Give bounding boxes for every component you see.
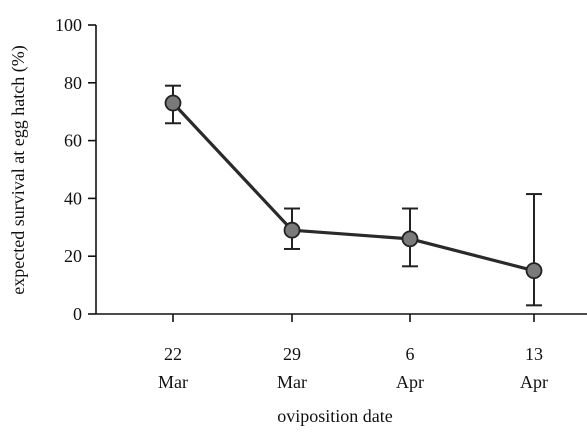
y-ticks: 0 20 40 60 80 100 [55, 15, 96, 324]
data-point [283, 221, 301, 239]
data-point [164, 94, 182, 112]
x-tick-month-label: Apr [520, 372, 548, 392]
x-tick-day-label: 22 [164, 344, 182, 364]
data-point [525, 262, 543, 280]
data-points [164, 94, 543, 280]
x-axis-title: oviposition date [277, 406, 393, 426]
y-tick-label: 0 [73, 304, 82, 324]
data-point [401, 230, 419, 248]
error-bars [165, 84, 542, 307]
x-tick-day-label: 29 [283, 344, 301, 364]
series-line [171, 101, 535, 273]
y-tick-label: 40 [64, 188, 82, 208]
y-tick-label: 80 [64, 73, 82, 93]
x-tick-day-label: 6 [406, 344, 415, 364]
x-tick-month-label: Mar [277, 372, 307, 392]
series-lines [171, 101, 535, 273]
y-tick-label: 100 [55, 15, 82, 35]
y-tick-label: 20 [64, 246, 82, 266]
x-ticks: 22 Mar 29 Mar 6 Apr 13 Apr [158, 314, 548, 392]
x-tick-month-label: Mar [158, 372, 188, 392]
x-tick-month-label: Apr [396, 372, 424, 392]
y-tick-label: 60 [64, 131, 82, 151]
x-tick-day-label: 13 [525, 344, 543, 364]
axes [95, 25, 587, 315]
y-axis-title: expected survival at egg hatch (%) [8, 45, 29, 294]
